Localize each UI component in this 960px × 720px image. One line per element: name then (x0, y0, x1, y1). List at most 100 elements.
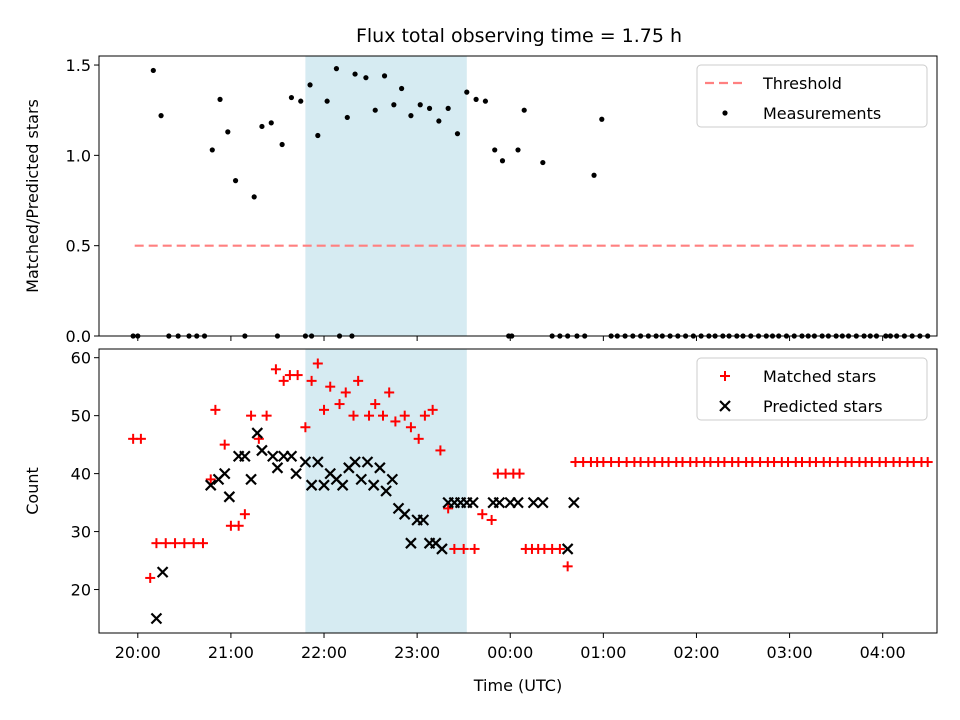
x-tick-label: 03:00 (767, 643, 813, 662)
bottom-marks (128, 358, 933, 625)
matched-star-point (246, 410, 257, 421)
legend-label: Predicted stars (763, 397, 883, 416)
measurement-point (445, 105, 451, 111)
measurement-point (492, 147, 498, 153)
predicted-star-point (512, 496, 524, 509)
bottom-legend: Matched stars Predicted stars (696, 357, 928, 421)
measurement-point (521, 107, 527, 113)
matched-star-point (325, 381, 336, 392)
x-tick-label: 02:00 (673, 643, 719, 662)
measurement-point (150, 67, 156, 74)
predicted-star-point (493, 496, 506, 509)
x-tick-label: 01:00 (580, 643, 626, 662)
predicted-star-point (271, 462, 284, 474)
predicted-star-point (204, 479, 217, 491)
predicted-star-point (405, 537, 417, 549)
matched-star-point (300, 422, 311, 433)
x-tick-label: 22:00 (301, 643, 347, 662)
y-tick-label: 50 (71, 407, 91, 426)
measurement-point (158, 113, 164, 119)
y-tick-label: 1.5 (66, 56, 91, 75)
matched-star-point (312, 358, 323, 369)
matched-star-point (319, 404, 330, 415)
matched-star-point (306, 375, 317, 386)
matched-star-point (278, 375, 289, 386)
predicted-star-point (223, 491, 236, 503)
y-tick-label: 0.5 (66, 237, 91, 256)
matched-star-point (443, 503, 454, 514)
matched-star-point (922, 457, 933, 468)
top-panel: 0.0 0.5 1.0 1.5 Matched/Predicted stars Thr… (23, 55, 938, 346)
matched-star-point (270, 364, 281, 375)
x-tick-label: 20:00 (115, 643, 161, 662)
measurement-point (464, 89, 470, 95)
matched-star-point (449, 543, 460, 554)
matched-star-point (399, 410, 410, 421)
measurement-point (225, 129, 231, 135)
legend-label: Threshold (762, 74, 842, 93)
measurement-point (540, 159, 546, 166)
predicted-star-point (299, 456, 312, 468)
matched-star-point (477, 509, 488, 520)
matched-star-point (364, 410, 375, 421)
bottom-x-axis-label: Time (UTC) (473, 676, 562, 695)
measurement-point (352, 71, 358, 77)
matched-star-point (205, 474, 216, 485)
measurement-point (482, 98, 489, 104)
predicted-star-point (267, 450, 279, 463)
predicted-star-point (156, 566, 169, 578)
matched-star-point (292, 370, 303, 381)
predicted-star-point (218, 467, 231, 480)
matched-star-point (353, 375, 364, 386)
predicted-star-point (374, 462, 386, 474)
legend-box (696, 357, 928, 421)
measurement-point (454, 131, 461, 137)
matched-star-point (469, 543, 480, 554)
measurement-point (344, 114, 350, 121)
predicted-star-point (537, 496, 549, 509)
measurement-point (307, 82, 313, 88)
bottom-y-ticks: 20 30 40 50 60 (71, 349, 99, 600)
y-tick-label: 60 (71, 349, 91, 368)
predicted-star-point (239, 450, 251, 463)
matched-star-point (486, 514, 497, 525)
measurement-point (436, 118, 442, 124)
legend-label: Matched stars (763, 367, 876, 386)
matched-star-point (377, 410, 388, 421)
measurement-point (298, 98, 304, 104)
predicted-star-point (386, 473, 399, 486)
chart-title: Flux total observing time = 1.75 h (356, 25, 682, 47)
predicted-star-point (417, 514, 430, 526)
measurement-point (288, 94, 295, 101)
matched-star-point (145, 572, 156, 583)
matched-star-point (405, 422, 416, 433)
measurement-point (381, 73, 388, 79)
predicted-star-point (467, 496, 479, 509)
measurement-point (372, 107, 378, 113)
predicted-star-point (305, 479, 318, 491)
matched-star-point (340, 387, 351, 398)
matched-star-point (239, 509, 250, 520)
matched-star-point (419, 410, 430, 421)
predicted-star-point (367, 479, 380, 491)
measurement-point (315, 132, 321, 139)
predicted-star-point (150, 612, 163, 625)
predicted-star-point (568, 496, 580, 509)
top-y-ticks: 0.0 0.5 1.0 1.5 (66, 56, 99, 346)
measurement-point (408, 113, 414, 119)
matched-star-point (562, 561, 573, 572)
measurement-point (391, 102, 397, 108)
legend-label: Measurements (763, 104, 881, 123)
measurement-point (426, 105, 433, 111)
predicted-star-point (256, 444, 268, 457)
measurement-point (324, 98, 330, 104)
legend-measurement-swatch (722, 110, 728, 116)
matched-star-point (435, 445, 446, 456)
top-axes-frame (98, 55, 938, 337)
top-x-ticks (137, 336, 884, 341)
y-tick-label: 30 (71, 523, 91, 542)
measurement-point (279, 141, 285, 148)
predicted-star-point (361, 456, 374, 468)
matched-star-point (197, 538, 208, 549)
measurement-point (591, 172, 597, 178)
